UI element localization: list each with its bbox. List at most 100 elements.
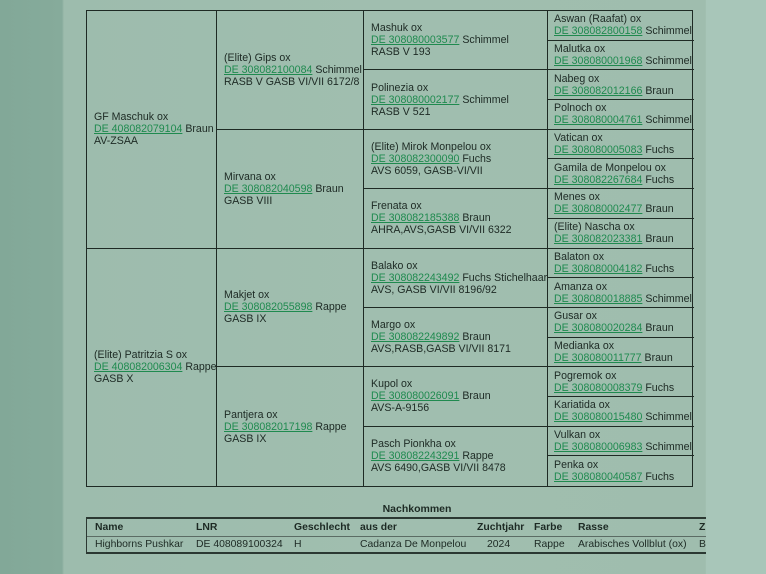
registry-info: RASB V 193 <box>371 46 431 59</box>
pedigree-cell-gen4: Malutka ox DE 308080001968 Schimmel <box>548 41 694 71</box>
lnr-link[interactable]: DE 308082017198 <box>224 420 313 433</box>
table-cell: Rappe <box>534 539 565 550</box>
table-cell: B <box>699 539 706 550</box>
column-header: LNR <box>196 522 218 533</box>
registry-info: GASB X <box>94 373 134 386</box>
pedigree-cell-gen3: Frenata ox DE 308082185388 Braun AHRA,AVS,… <box>364 189 548 249</box>
coat-color: Fuchs <box>645 173 675 186</box>
offspring-table: Name LNR Geschlecht aus der Zuchtjahr Farbe Ra… <box>86 517 726 554</box>
registry-info: AVS, GASB VI/VII 8196/92 <box>371 283 497 296</box>
pedigree-cell-gen3: Mashuk ox DE 308080003577 Schimmel RASB V … <box>364 11 548 71</box>
pedigree-cell-gen4: Kariatida ox DE 308080015480 Schimmel <box>548 397 694 427</box>
lnr-link[interactable]: DE 408082079104 <box>94 123 183 136</box>
offspring-header-row: Name LNR Geschlecht aus der Zuchtjahr Farbe Ra… <box>87 519 726 537</box>
lnr-link[interactable]: DE 308082055898 <box>224 301 313 314</box>
lnr-link[interactable]: DE 308082243492 <box>371 271 460 284</box>
lnr-link[interactable]: DE 308082300090 <box>371 152 460 165</box>
registry-info: AHRA,AVS,GASB VI/VII 6322 <box>371 224 512 237</box>
horse-name: Pogremok ox <box>554 369 617 382</box>
lnr-link[interactable]: DE 308080008379 <box>554 381 643 394</box>
coat-color: Braun <box>644 351 673 364</box>
lnr-link[interactable]: DE 308080020284 <box>554 322 643 335</box>
pedigree-cell-gen1: GF Maschuk ox DE 408082079104 Braun AV-ZSA… <box>87 11 217 249</box>
background-edge <box>706 0 766 574</box>
coat-color: Schimmel <box>645 55 692 68</box>
horse-name: Frenata ox <box>371 200 422 213</box>
coat-color: Fuchs <box>462 152 492 165</box>
pedigree-cell-gen4: Vatican ox DE 308080005083 Fuchs <box>548 130 694 160</box>
table-cell: H <box>294 539 302 550</box>
registry-info: RASB V 521 <box>371 105 431 118</box>
pedigree-cell-gen4: Amanza ox DE 308080018885 Schimmel <box>548 278 694 308</box>
pedigree-cell-gen4: Nabeg ox DE 308082012166 Braun <box>548 70 694 101</box>
coat-color: Fuchs <box>645 144 675 157</box>
registry-info: AV-ZSAA <box>94 135 138 148</box>
lnr-link[interactable]: DE 308082040598 <box>224 182 313 195</box>
pedigree-cell-gen2: (Elite) Gips ox DE 308082100084 Schimmel R… <box>217 11 364 130</box>
horse-name: Gusar ox <box>554 310 597 323</box>
coat-color: Fuchs <box>645 471 675 484</box>
pedigree-cell-gen4: Pogremok ox DE 308080008379 Fuchs <box>548 367 694 397</box>
horse-name: (Elite) Patritzia S ox <box>94 349 188 362</box>
horse-name: Balako ox <box>371 259 418 272</box>
column-header: Geschlecht <box>294 522 351 533</box>
registry-info: AVS,RASB,GASB VI/VII 8171 <box>371 343 511 356</box>
coat-color: Schimmel <box>645 114 692 127</box>
coat-color: Braun <box>645 233 674 246</box>
lnr-link[interactable]: DE 308080026091 <box>371 390 460 403</box>
lnr-link[interactable]: DE 308080005083 <box>554 144 643 157</box>
column-header: Zuchtjahr <box>477 522 525 533</box>
horse-name: Pasch Pionkha ox <box>371 438 456 451</box>
pedigree-cell-gen4: Menes ox DE 308080002477 Braun <box>548 189 694 219</box>
coat-color: Rappe <box>315 420 347 433</box>
lnr-link[interactable]: DE 308080040587 <box>554 471 643 484</box>
lnr-link[interactable]: DE 308080004761 <box>554 114 643 127</box>
horse-name: Menes ox <box>554 191 600 204</box>
coat-color: Rappe <box>185 361 217 374</box>
pedigree-cell-gen3: Margo ox DE 308082249892 Braun AVS,RASB,GA… <box>364 307 548 368</box>
horse-name: Polinezia ox <box>371 81 429 94</box>
lnr-link[interactable]: DE 308082185388 <box>371 212 460 225</box>
pedigree-cell-gen4: Vulkan ox DE 308080006983 Schimmel <box>548 427 694 457</box>
lnr-link[interactable]: DE 308080015480 <box>554 411 643 424</box>
horse-name: (Elite) Mirok Monpelou ox <box>371 140 492 153</box>
lnr-link[interactable]: DE 308080001968 <box>554 55 643 68</box>
coat-color: Rappe <box>462 450 494 463</box>
table-cell: 2024 <box>487 539 511 550</box>
coat-color: Schimmel <box>462 93 509 106</box>
lnr-link[interactable]: DE 308080011777 <box>554 351 642 364</box>
lnr-link[interactable]: DE 308082800158 <box>554 25 643 38</box>
coat-color: Fuchs Stichelhaar <box>462 271 548 284</box>
lnr-link[interactable]: DE 308080002477 <box>554 203 643 216</box>
coat-color: Braun <box>462 390 491 403</box>
lnr-link[interactable]: DE 408082006304 <box>94 361 183 374</box>
pedigree-cell-gen3: Balako ox DE 308082243492 Fuchs Stichelha… <box>364 248 548 308</box>
coat-color: Schimmel <box>645 292 692 305</box>
lnr-link[interactable]: DE 308082100084 <box>224 63 313 76</box>
table-cell: Arabisches Vollblut (ox) <box>578 539 687 550</box>
lnr-link[interactable]: DE 308080003577 <box>371 34 460 47</box>
coat-color: Braun <box>185 123 214 136</box>
lnr-link[interactable]: DE 308080018885 <box>554 292 643 305</box>
lnr-link[interactable]: DE 308082012166 <box>554 84 643 97</box>
horse-name: Margo ox <box>371 319 416 332</box>
horse-name: Vulkan ox <box>554 428 601 441</box>
lnr-link[interactable]: DE 308082249892 <box>371 331 460 344</box>
horse-name: Aswan (Raafat) ox <box>554 13 642 26</box>
lnr-link[interactable]: DE 308082267684 <box>554 173 643 186</box>
coat-color: Braun <box>645 322 674 335</box>
column-header: aus der <box>360 522 397 533</box>
lnr-link[interactable]: DE 308080006983 <box>554 440 643 453</box>
pedigree-cell-gen1: (Elite) Patritzia S ox DE 408082006304 Ra… <box>87 248 217 486</box>
horse-name: Polnoch ox <box>554 102 607 115</box>
lnr-link[interactable]: DE 308082023381 <box>554 233 643 246</box>
lnr-link[interactable]: DE 308080002177 <box>371 93 460 106</box>
column-header: Rasse <box>578 522 609 533</box>
table-row[interactable]: Highborns Pushkar DE 408089100324 H Cadanza… <box>87 536 726 553</box>
registry-info: GASB IX <box>224 432 267 445</box>
offspring-title: Nachkommen <box>382 503 452 515</box>
lnr-link[interactable]: DE 308080004182 <box>554 262 643 275</box>
registry-info: AVS 6490,GASB VI/VII 8478 <box>371 462 506 475</box>
coat-color: Braun <box>462 331 491 344</box>
lnr-link[interactable]: DE 308082243291 <box>371 450 460 463</box>
